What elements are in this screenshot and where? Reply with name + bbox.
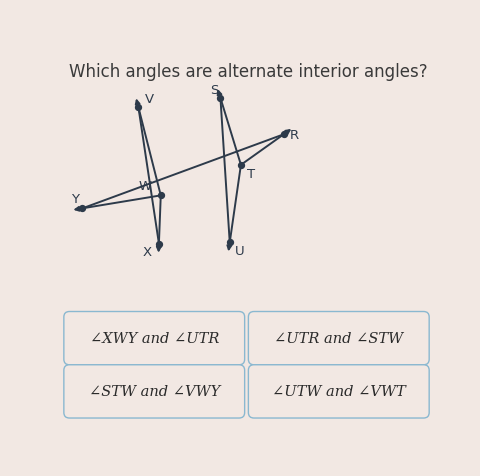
Text: R: R bbox=[289, 129, 298, 141]
Text: ∠UTW and ∠VWT: ∠UTW and ∠VWT bbox=[271, 385, 405, 398]
Point bbox=[156, 192, 164, 200]
Text: S: S bbox=[210, 84, 218, 97]
FancyBboxPatch shape bbox=[64, 312, 244, 365]
Point bbox=[279, 131, 287, 139]
Text: Y: Y bbox=[72, 192, 79, 205]
Text: V: V bbox=[145, 93, 154, 106]
Text: W: W bbox=[138, 179, 151, 192]
Text: Which angles are alternate interior angles?: Which angles are alternate interior angl… bbox=[69, 63, 427, 80]
Text: U: U bbox=[235, 245, 244, 258]
Point bbox=[134, 104, 142, 112]
Text: T: T bbox=[246, 167, 254, 180]
Point bbox=[237, 162, 244, 169]
FancyBboxPatch shape bbox=[248, 365, 428, 418]
Point bbox=[226, 239, 233, 247]
Text: X: X bbox=[142, 246, 151, 259]
Point bbox=[78, 205, 86, 213]
Point bbox=[155, 240, 162, 248]
FancyBboxPatch shape bbox=[64, 365, 244, 418]
FancyBboxPatch shape bbox=[248, 312, 428, 365]
Text: ∠UTR and ∠STW: ∠UTR and ∠STW bbox=[274, 331, 403, 346]
Point bbox=[216, 95, 224, 102]
Text: ∠XWY and ∠UTR: ∠XWY and ∠UTR bbox=[89, 331, 218, 346]
Text: ∠STW and ∠VWY: ∠STW and ∠VWY bbox=[88, 385, 219, 398]
